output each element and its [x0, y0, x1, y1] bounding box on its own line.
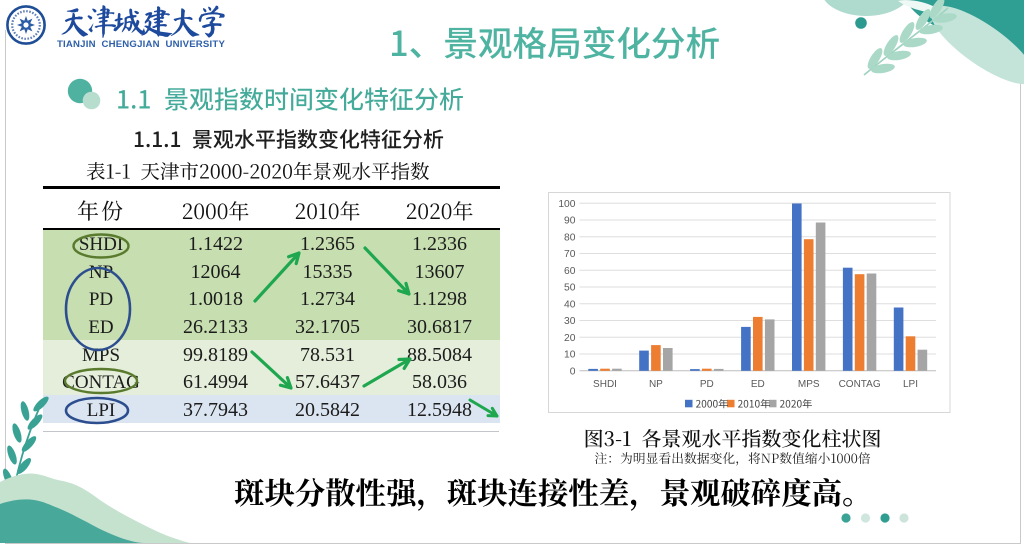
svg-text:10: 10: [564, 350, 576, 361]
svg-text:90: 90: [564, 216, 576, 227]
svg-text:70: 70: [564, 249, 576, 260]
svg-text:0: 0: [570, 367, 576, 378]
svg-text:SHDI: SHDI: [593, 379, 617, 390]
svg-text:CONTAG: CONTAG: [839, 379, 881, 390]
svg-text:PD: PD: [700, 379, 714, 390]
svg-text:ED: ED: [751, 379, 765, 390]
svg-text:100: 100: [558, 199, 575, 210]
svg-text:80: 80: [564, 232, 576, 243]
svg-text:50: 50: [564, 283, 576, 294]
svg-text:30: 30: [564, 316, 576, 327]
svg-text:60: 60: [564, 266, 576, 277]
svg-text:40: 40: [564, 300, 576, 311]
svg-text:NP: NP: [649, 379, 663, 390]
svg-text:MPS: MPS: [798, 379, 820, 390]
svg-text:LPI: LPI: [903, 379, 918, 390]
svg-text:20: 20: [564, 333, 576, 344]
